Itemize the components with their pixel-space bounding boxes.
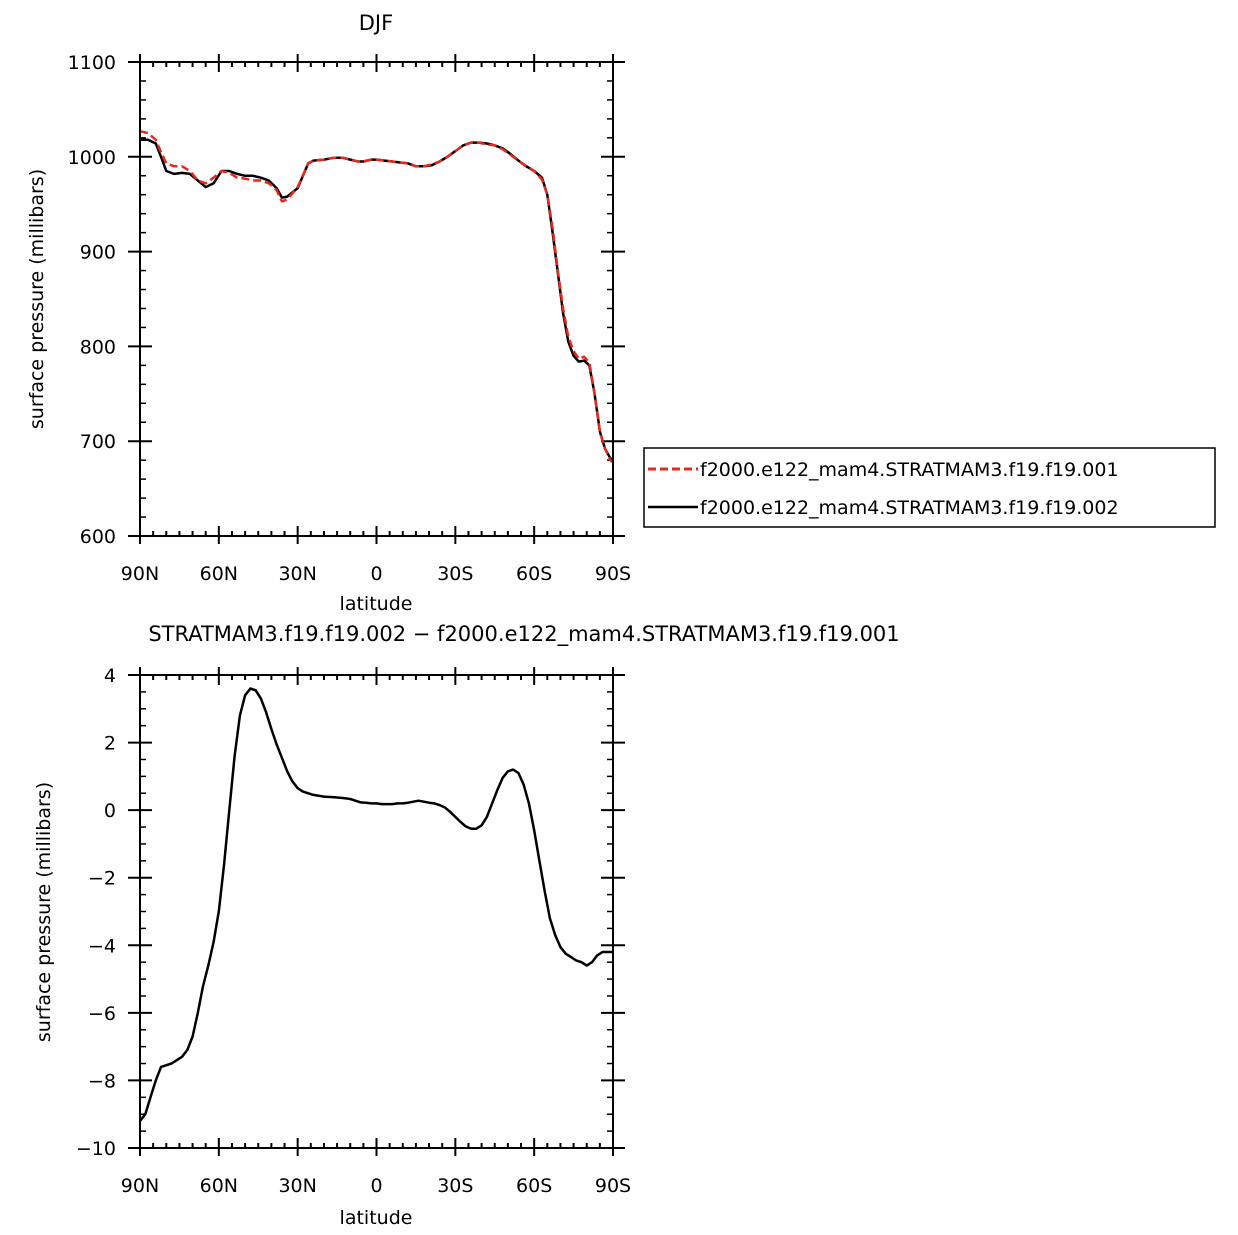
bottom-chart-axes	[128, 667, 625, 1156]
bottom-x-tick-labels: 90N 60N 30N 0 30S 60S 90S	[121, 1175, 631, 1197]
top-y-tick-label: 1000	[68, 147, 116, 169]
bottom-chart-frame	[139, 674, 614, 1149]
bottom-chart-series	[139, 687, 613, 1122]
top-x-tick-label: 60S	[516, 563, 552, 585]
bottom-y-axis-label: surface pressure (millibars)	[33, 782, 55, 1042]
bottom-y-tick-label: −10	[76, 1138, 116, 1160]
top-chart-frame	[139, 61, 614, 537]
bottom-x-tick-label: 90N	[121, 1175, 159, 1197]
bottom-x-axis-label: latitude	[340, 1207, 413, 1229]
top-y-tick-label: 600	[80, 526, 116, 548]
bottom-x-tick-label: 30S	[437, 1175, 473, 1197]
bottom-x-tick-label: 0	[370, 1175, 382, 1197]
legend-label-series-2: f2000.e122_mam4.STRATMAM3.f19.f19.002	[700, 497, 1119, 519]
top-chart-series	[139, 129, 614, 464]
bottom-y-tick-label: −2	[88, 868, 116, 890]
top-x-tick-label: 30S	[437, 563, 473, 585]
bottom-series-line-1	[139, 687, 613, 1122]
top-x-tick-label: 90N	[121, 563, 159, 585]
bottom-y-tick-label: −8	[88, 1070, 116, 1092]
bottom-y-tick-label: 4	[104, 665, 116, 687]
bottom-y-tick-label: 0	[104, 800, 116, 822]
top-x-tick-label: 0	[370, 563, 382, 585]
top-y-tick-label: 900	[80, 242, 116, 264]
bottom-x-tick-label: 30N	[278, 1175, 316, 1197]
bottom-y-tick-labels: −10 −8 −6 −4 −2 0 2 4	[76, 665, 116, 1160]
top-y-tick-label: 700	[80, 431, 116, 453]
bottom-y-tick-label: −4	[88, 935, 116, 957]
top-y-tick-labels: 600 700 800 900 1000 1100	[68, 52, 116, 548]
bottom-chart: STRATMAM3.f19.f19.002 − f2000.e122_mam4.…	[33, 622, 900, 1229]
bottom-y-tick-label: −6	[88, 1003, 116, 1025]
top-chart: DJF 90N 60N 30N 0 30S 60S 90S 600 700 800 900 1000…	[26, 11, 1216, 615]
bottom-x-tick-label: 60S	[516, 1175, 552, 1197]
top-x-tick-label: 30N	[278, 563, 316, 585]
top-series-line-1	[139, 129, 614, 464]
legend-label-series-1: f2000.e122_mam4.STRATMAM3.f19.f19.001	[700, 459, 1119, 481]
legend-box	[643, 447, 1216, 528]
top-chart-axes	[128, 54, 625, 544]
top-x-tick-labels: 90N 60N 30N 0 30S 60S 90S	[121, 563, 631, 585]
bottom-x-tick-label: 90S	[595, 1175, 631, 1197]
bottom-x-tick-label: 60N	[200, 1175, 238, 1197]
top-x-axis-label: latitude	[340, 593, 413, 615]
bottom-y-tick-label: 2	[104, 733, 116, 755]
top-y-tick-label: 800	[80, 336, 116, 358]
top-x-tick-label: 90S	[595, 563, 631, 585]
top-series-line-2	[140, 138, 614, 462]
top-x-tick-label: 60N	[200, 563, 238, 585]
bottom-chart-title: STRATMAM3.f19.f19.002 − f2000.e122_mam4.…	[148, 622, 899, 647]
top-y-axis-label: surface pressure (millibars)	[26, 169, 48, 429]
top-y-tick-label: 1100	[68, 52, 116, 74]
top-chart-title: DJF	[359, 11, 393, 35]
legend: f2000.e122_mam4.STRATMAM3.f19.f19.001 f2…	[643, 447, 1216, 528]
